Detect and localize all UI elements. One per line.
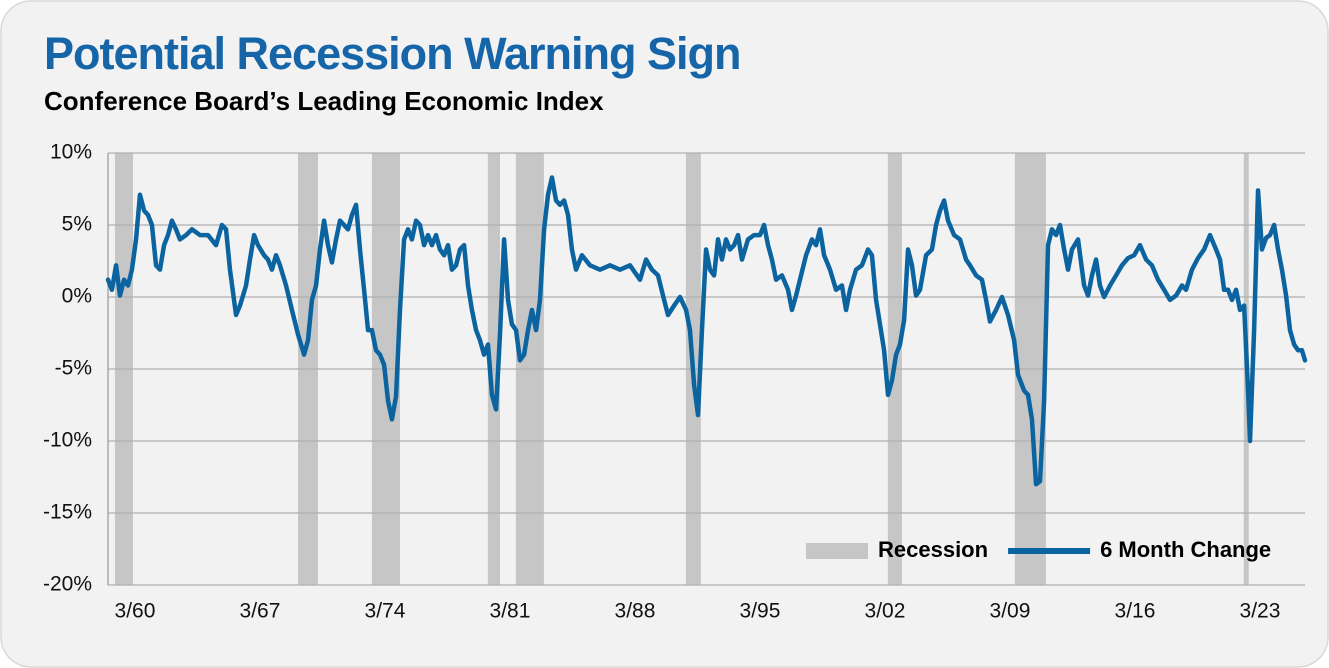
x-tick-label: 3/23 bbox=[1240, 600, 1281, 623]
x-tick-label: 3/02 bbox=[865, 600, 906, 623]
legend-label: 6 Month Change bbox=[1100, 537, 1271, 562]
y-tick-label: -5% bbox=[55, 357, 92, 380]
chart-title: Potential Recession Warning Sign bbox=[44, 28, 740, 79]
legend-label: Recession bbox=[878, 537, 988, 562]
chart-subtitle: Conference Board’s Leading Economic Inde… bbox=[44, 86, 604, 116]
grid: 10% 5% 0% -5% -10% -15% -20% 3/60 3/67 3/74 3/81 3/… bbox=[43, 141, 1305, 623]
series bbox=[105, 175, 1308, 487]
x-tick-label: 3/88 bbox=[615, 600, 656, 623]
x-tick-label: 3/74 bbox=[365, 600, 406, 623]
x-tick-label: 3/09 bbox=[990, 600, 1031, 623]
legend: Recession 6 Month Change bbox=[806, 537, 1271, 562]
x-tick-label: 3/67 bbox=[240, 600, 281, 623]
y-tick-label: 0% bbox=[62, 285, 92, 308]
x-tick-label: 3/81 bbox=[490, 600, 531, 623]
y-tick-label: -15% bbox=[43, 501, 92, 524]
x-tick-label: 3/16 bbox=[1115, 600, 1156, 623]
series-line bbox=[105, 175, 1308, 487]
y-tick-label: 10% bbox=[50, 141, 92, 164]
x-tick-label: 3/60 bbox=[115, 600, 156, 623]
y-tick-label: 5% bbox=[62, 213, 92, 236]
y-tick-label: -10% bbox=[43, 429, 92, 452]
y-tick-label: -20% bbox=[43, 573, 92, 596]
legend-swatch bbox=[806, 543, 868, 559]
x-tick-label: 3/95 bbox=[740, 600, 781, 623]
